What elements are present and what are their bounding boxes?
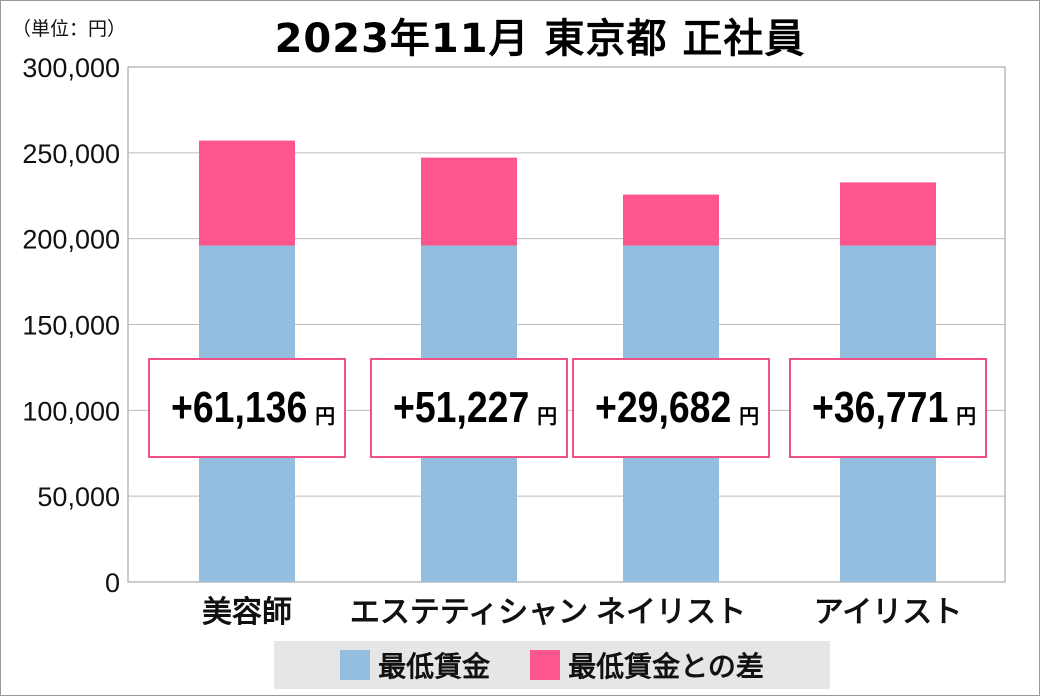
data-label-unit: 円 (956, 405, 977, 428)
data-label: +29,682 円 (572, 358, 770, 458)
y-tick-label: 50,000 (37, 482, 120, 512)
data-label-value: +36,771 (811, 383, 949, 432)
y-tick-label: 200,000 (22, 225, 120, 255)
x-category-label: 美容師 (202, 595, 292, 630)
bar-difference (199, 140, 295, 246)
legend-label: 最低賃金との差 (568, 650, 764, 683)
y-tick-label: 150,000 (22, 311, 120, 341)
legend: 最低賃金 最低賃金との差 (274, 641, 830, 689)
y-tick-label: 0 (105, 568, 120, 598)
legend-item-min-wage: 最低賃金 (340, 645, 490, 685)
data-label: +61,136 円 (148, 358, 346, 458)
legend-label: 最低賃金 (378, 650, 491, 683)
bar-difference (421, 157, 517, 246)
data-label: +51,227 円 (370, 358, 568, 458)
chart-title: 2023年11月 東京都 正社員 (274, 16, 806, 62)
legend-swatch (340, 650, 371, 680)
x-category-label: アイリスト (814, 595, 963, 630)
data-label-value: +61,136 (170, 383, 308, 432)
x-category-label: ネイリスト (596, 595, 746, 630)
data-label: +36,771 円 (789, 358, 987, 458)
legend-item-difference: 最低賃金との差 (530, 645, 764, 685)
data-label-unit: 円 (739, 405, 760, 428)
unit-label: （単位：円） (12, 18, 127, 40)
data-label-unit: 円 (537, 405, 558, 428)
bar-difference (623, 194, 719, 246)
y-tick-label: 300,000 (22, 53, 120, 83)
y-tick-label: 100,000 (22, 396, 120, 426)
data-label-unit: 円 (315, 405, 336, 428)
legend-swatch (530, 650, 561, 680)
data-label-value: +51,227 (392, 383, 530, 432)
y-tick-label: 250,000 (22, 139, 120, 169)
x-category-label: エステティシャン (350, 595, 588, 630)
bar-difference (840, 182, 936, 246)
data-label-value: +29,682 (594, 383, 732, 432)
